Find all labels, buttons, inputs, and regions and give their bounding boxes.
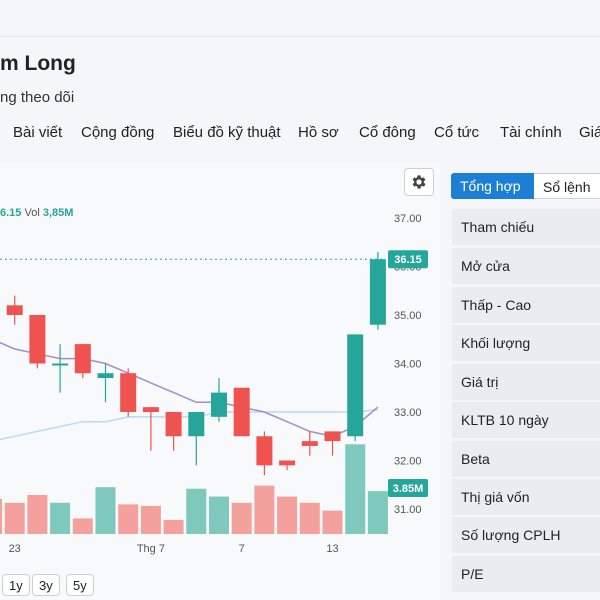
nav-item-profile[interactable]: Hồ sơ [298, 124, 339, 141]
stock-header [0, 0, 600, 160]
volume-bar [322, 510, 343, 534]
candle-body[interactable] [52, 363, 69, 366]
range-button-5y[interactable]: 5y [66, 574, 94, 596]
y-tick-label: 34.00 [394, 359, 422, 371]
y-tick-label: 32.00 [394, 456, 422, 468]
volume-bar [50, 502, 71, 534]
volume-bar [4, 502, 25, 534]
x-tick-label: 23 [9, 543, 21, 555]
volume-readout: 3,85M [42, 207, 74, 219]
tab-order-book[interactable]: Sổ lệnh [534, 173, 600, 199]
stat-volume: Khối lượng [452, 325, 600, 361]
volume-bar [345, 444, 366, 534]
last-price-tag [388, 250, 428, 269]
nav-item-shareholders[interactable]: Cổ đông [359, 124, 416, 141]
y-tick-label: 33.00 [394, 407, 422, 419]
volume-bar [118, 504, 139, 534]
stat-low-high: Thấp - Cao [452, 287, 600, 323]
stat-beta: Beta [452, 441, 600, 477]
candle-body[interactable] [256, 436, 273, 466]
candle-body[interactable] [74, 344, 91, 374]
candle-body[interactable] [347, 334, 364, 437]
candle-body[interactable] [211, 392, 227, 417]
nav-item-price[interactable]: Giá [579, 124, 600, 141]
stat-pe: P/E [452, 556, 600, 592]
candle-body[interactable] [279, 460, 296, 466]
last-price-label: 36.15 [394, 254, 422, 266]
tab-summary[interactable]: Tổng hợp [451, 173, 534, 199]
volume-bar [209, 496, 229, 534]
candle-body[interactable] [165, 412, 182, 437]
volume-bar [140, 505, 161, 534]
y-tick-label: 37.00 [394, 213, 422, 225]
volume-bar [95, 487, 116, 534]
volume-bar [186, 488, 207, 534]
nav-item-technical-chart[interactable]: Biểu đồ kỹ thuật [173, 124, 281, 141]
range-button-3y[interactable]: 3y [32, 574, 60, 596]
candle-body[interactable] [188, 412, 205, 437]
stat-market-cap: Thị giá vốn [452, 479, 600, 515]
gear-icon [412, 175, 426, 189]
y-tick-label: 35.00 [394, 310, 422, 322]
volume-bar [72, 518, 93, 534]
stat-avg-volume-10d: KLTB 10 ngày [452, 402, 600, 438]
vol-caption: Vol [24, 207, 40, 219]
last-volume-tag [388, 479, 428, 497]
candle-body[interactable] [97, 373, 114, 379]
nav-item-dividends[interactable]: Cổ tức [434, 124, 480, 141]
x-tick-label: Thg 7 [137, 543, 165, 555]
candle-body[interactable] [142, 407, 159, 412]
stat-shares-outstanding: Số lượng CPLH [452, 517, 600, 553]
range-button-1y[interactable]: 1y [2, 574, 30, 596]
candle-body[interactable] [233, 387, 250, 437]
volume-bar [0, 498, 2, 534]
stat-value: Giá trị [452, 364, 600, 400]
volume-bar [163, 519, 184, 534]
candle-body[interactable] [301, 441, 318, 446]
page-title: m Long [0, 52, 76, 75]
chart-settings-button[interactable] [404, 168, 434, 196]
volume-bar [277, 496, 298, 534]
y-tick-label: 31.00 [394, 504, 422, 516]
last-volume-label: 3.85M [393, 483, 424, 495]
candle-body[interactable] [369, 259, 386, 325]
top-divider [0, 36, 600, 37]
candle-body[interactable] [6, 305, 23, 315]
volume-bar [299, 502, 320, 534]
nav-item-financials[interactable]: Tài chính [500, 124, 562, 141]
stat-reference: Tham chiếu [452, 209, 600, 245]
volume-bar [367, 491, 388, 534]
volume-bar [231, 502, 252, 534]
candlestick-chart[interactable]: 37.0036.0035.0034.0033.0032.0031.0023Thg… [0, 200, 440, 570]
price-readout: 6.15 [0, 207, 22, 219]
candle-body[interactable] [29, 315, 46, 364]
price-volume-readout: 6.15 Vol 3,85M [0, 207, 73, 219]
nav-item-community[interactable]: Cộng đồng [81, 124, 155, 141]
candle-body[interactable] [324, 431, 341, 442]
stat-open: Mở cửa [452, 248, 600, 284]
volume-bar [27, 495, 48, 534]
follow-status[interactable]: ng theo dõi [0, 89, 75, 106]
volume-bar [254, 485, 275, 534]
x-tick-label: 13 [326, 543, 338, 555]
ma-fast-line [0, 341, 379, 438]
x-tick-label: 7 [239, 543, 245, 555]
candle-body[interactable] [120, 373, 137, 412]
nav-item-posts[interactable]: Bài viết [13, 124, 63, 141]
ma-slow-line [0, 408, 378, 441]
